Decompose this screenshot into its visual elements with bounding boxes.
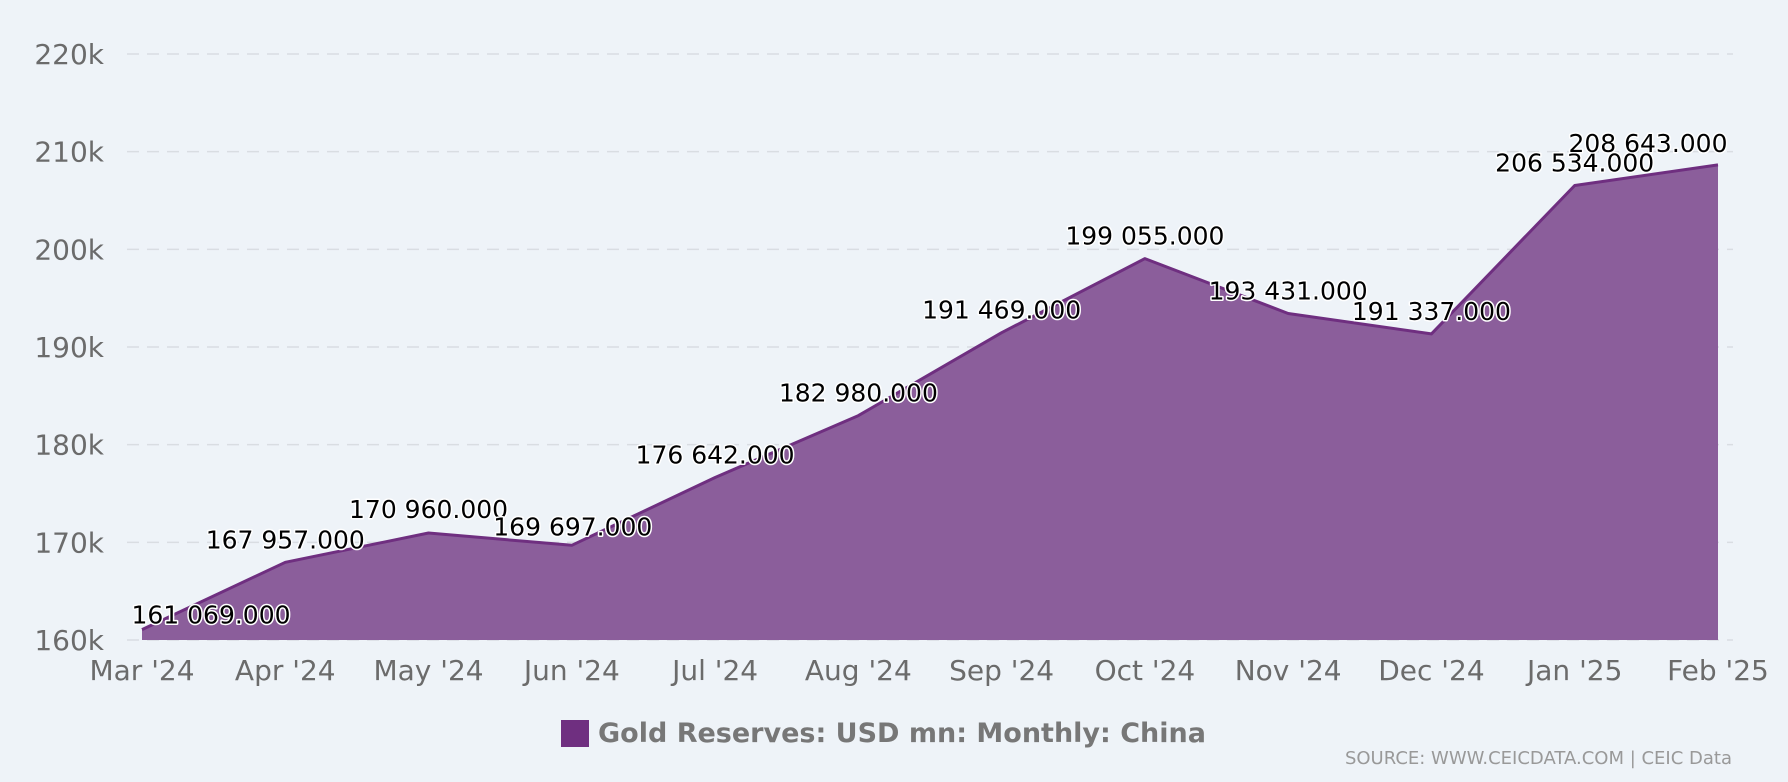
- data-label: 199 055.000: [1065, 222, 1224, 251]
- x-tick-label: Apr '24: [235, 654, 336, 687]
- data-label: 161 069.000: [131, 601, 290, 630]
- y-tick-label: 160k: [34, 624, 104, 657]
- y-axis-labels: 160k 170k 180k 190k 200k 210k 220k: [34, 38, 104, 657]
- y-tick-label: 180k: [34, 429, 104, 462]
- x-tick-label: Feb '25: [1667, 654, 1769, 687]
- series-line: [141, 163, 1719, 631]
- x-tick-label: Jun '24: [522, 654, 620, 687]
- data-label: 167 957.000: [206, 525, 365, 554]
- x-tick-label: Jul '24: [670, 654, 758, 687]
- area-series: [141, 163, 1719, 640]
- y-tick-label: 200k: [34, 233, 104, 266]
- source-credit: SOURCE: WWW.CEICDATA.COM | CEIC Data: [1344, 748, 1732, 769]
- data-label: 191 337.000: [1352, 297, 1511, 326]
- y-tick-label: 190k: [34, 331, 104, 364]
- data-label: 191 469.000: [922, 296, 1081, 325]
- data-label: 208 643.000: [1568, 129, 1727, 158]
- x-tick-label: Sep '24: [949, 654, 1054, 687]
- data-label: 170 960.000: [349, 495, 508, 524]
- area-fill: [142, 164, 1718, 640]
- x-tick-label: Nov '24: [1235, 654, 1342, 687]
- legend-swatch-icon: [561, 719, 589, 747]
- data-label: 182 980.000: [779, 379, 938, 408]
- x-tick-label: Aug '24: [805, 654, 912, 687]
- x-tick-label: Dec '24: [1378, 654, 1484, 687]
- x-tick-label: Oct '24: [1095, 654, 1196, 687]
- data-label: 206 534.000: [1495, 149, 1654, 178]
- x-tick-label: Mar '24: [89, 654, 194, 687]
- legend-item[interactable]: Gold Reserves: USD mn: Monthly: China: [561, 715, 1206, 751]
- x-tick-label: Jan '25: [1525, 654, 1622, 687]
- data-label: 176 642.000: [636, 440, 795, 469]
- y-tick-label: 220k: [34, 38, 104, 71]
- data-label: 193 431.000: [1209, 276, 1368, 305]
- x-axis-labels: Mar '24 Apr '24 May '24 Jun '24 Jul '24 Aug '…: [89, 654, 1768, 687]
- legend-label: Gold Reserves: USD mn: Monthly: China: [598, 717, 1206, 749]
- x-tick-label: May '24: [373, 654, 483, 687]
- y-tick-label: 170k: [34, 526, 104, 559]
- data-label: 169 697.000: [493, 512, 652, 541]
- y-tick-label: 210k: [34, 136, 104, 169]
